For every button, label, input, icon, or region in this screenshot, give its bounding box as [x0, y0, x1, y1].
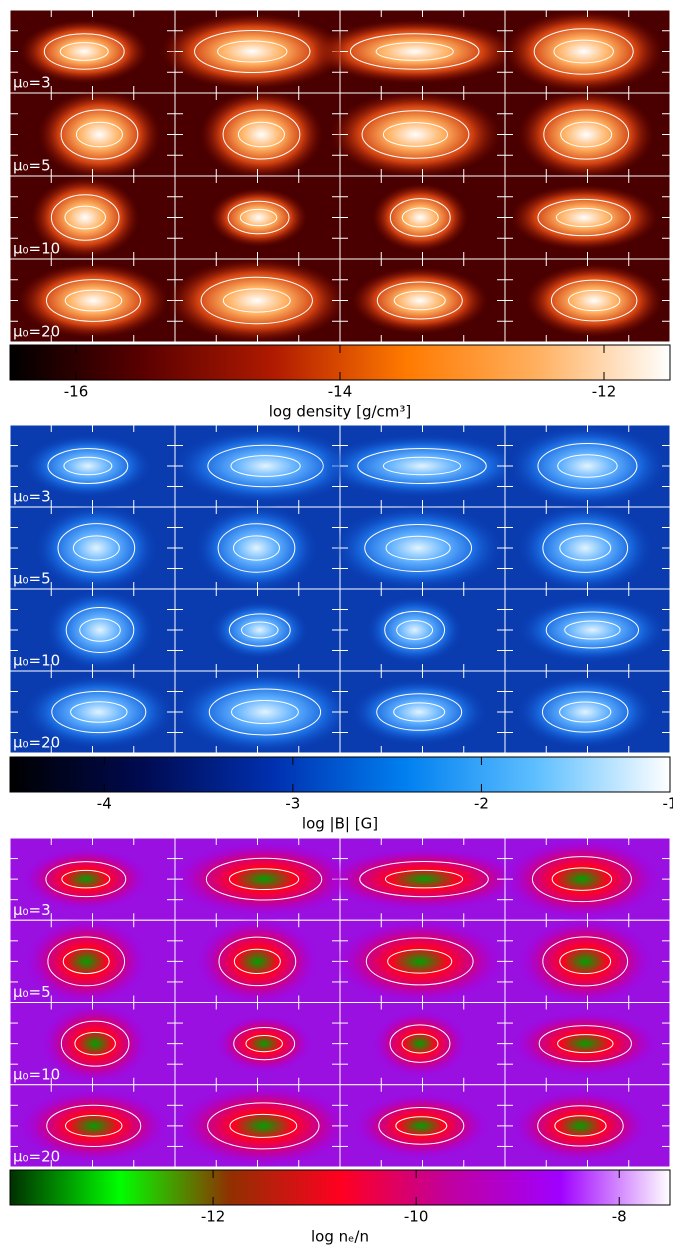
- density-blob: [196, 918, 319, 1005]
- density-blob: [319, 434, 525, 497]
- row-label: μ₀=5: [13, 983, 51, 1001]
- density-blob: [372, 1010, 468, 1077]
- density-blob: [352, 267, 488, 334]
- density-blob: [517, 504, 653, 592]
- density-blob: [504, 11, 662, 93]
- density-blob: [321, 847, 527, 910]
- density-blob: [517, 917, 653, 1005]
- density-blob: [518, 90, 654, 179]
- row-label: μ₀=10: [13, 1065, 60, 1083]
- row-label: μ₀=20: [13, 1148, 60, 1166]
- colorbar-label: log density [g/cm³]: [269, 403, 412, 421]
- density-blob: [168, 259, 346, 343]
- density-blob: [330, 92, 501, 178]
- row-label: μ₀=5: [13, 157, 51, 175]
- row-label: μ₀=3: [13, 74, 51, 92]
- colorbar-label: log |B| [G]: [302, 815, 378, 833]
- density-blob: [35, 504, 158, 592]
- colorbar-tick-label: -8: [612, 1208, 627, 1226]
- density-blob: [508, 426, 666, 507]
- colorbar-label: log nₑ/n: [311, 1228, 369, 1246]
- colorbar-tick-label: -10: [404, 1208, 429, 1226]
- density-blob: [510, 185, 658, 250]
- row-label: μ₀=10: [13, 652, 60, 670]
- density-blob: [38, 90, 161, 179]
- density-blob: [353, 1093, 489, 1159]
- row-label: μ₀=10: [13, 240, 60, 258]
- density-blob: [517, 676, 654, 748]
- row-label: μ₀=20: [13, 323, 60, 341]
- colorbar-tick-label: -2: [474, 795, 489, 813]
- density-blob: [211, 601, 308, 659]
- density-blob: [511, 1011, 659, 1076]
- density-blob: [333, 506, 504, 590]
- colorbar-tick-label: -1: [663, 795, 673, 813]
- density-blob: [334, 919, 505, 1004]
- figure: μ₀=3 μ₀=5 μ₀=10 μ₀=20 -16 -14 -12 log density […: [0, 0, 673, 1251]
- colorbar: [10, 1170, 670, 1205]
- density-blob: [372, 184, 468, 252]
- density-blob: [367, 596, 463, 663]
- density-blob: [200, 90, 323, 178]
- density-blob: [512, 1090, 649, 1163]
- colorbar-tick-label: -14: [328, 383, 353, 401]
- row-label: μ₀=3: [13, 901, 51, 919]
- row-label: μ₀=3: [13, 488, 51, 506]
- row-label: μ₀=20: [13, 734, 60, 752]
- density-blob: [215, 1015, 312, 1073]
- density-blob: [503, 839, 661, 920]
- density-blob: [519, 598, 667, 663]
- colorbar-tick-label: -16: [64, 383, 89, 401]
- density-blob: [174, 1084, 352, 1167]
- density-blob: [195, 504, 318, 591]
- density-blob: [46, 590, 154, 671]
- density-blob: [210, 188, 307, 247]
- density-blob: [526, 264, 663, 337]
- colorbar: [10, 757, 670, 792]
- density-blob: [176, 671, 354, 754]
- row-label: μ₀=5: [13, 570, 51, 588]
- colorbar-tick-label: -12: [201, 1208, 226, 1226]
- colorbar-tick-label: -4: [97, 795, 112, 813]
- density-blob: [351, 679, 487, 745]
- colorbar-tick-label: -3: [285, 795, 300, 813]
- colorbar-tick-label: -12: [592, 383, 617, 401]
